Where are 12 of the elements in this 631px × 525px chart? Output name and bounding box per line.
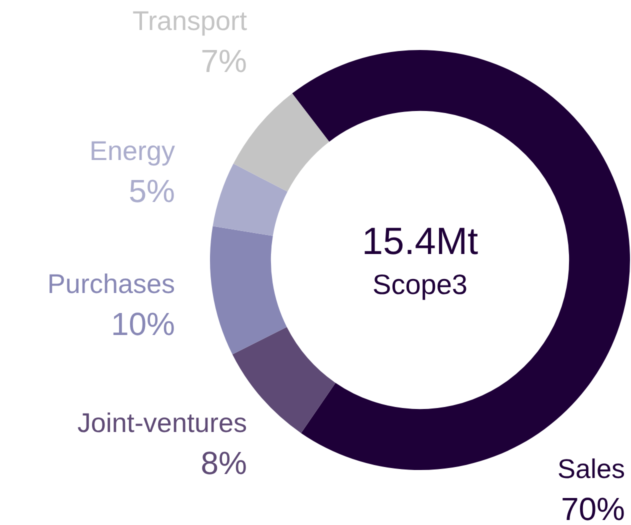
slice-label: Joint-ventures — [77, 408, 247, 438]
slice-label: Transport — [132, 6, 248, 36]
text: Scope3 — [372, 269, 468, 300]
data-label: 70% — [560, 491, 625, 525]
data-label: 7% — [200, 43, 247, 79]
data-label: 8% — [200, 445, 247, 481]
slice-label: Energy — [89, 136, 176, 166]
slice-label: Purchases — [47, 269, 175, 299]
slice-label: Sales — [557, 454, 625, 484]
data-label: 5% — [128, 173, 175, 209]
text: 15.4Mt — [362, 221, 479, 263]
data-label: 10% — [110, 306, 175, 342]
